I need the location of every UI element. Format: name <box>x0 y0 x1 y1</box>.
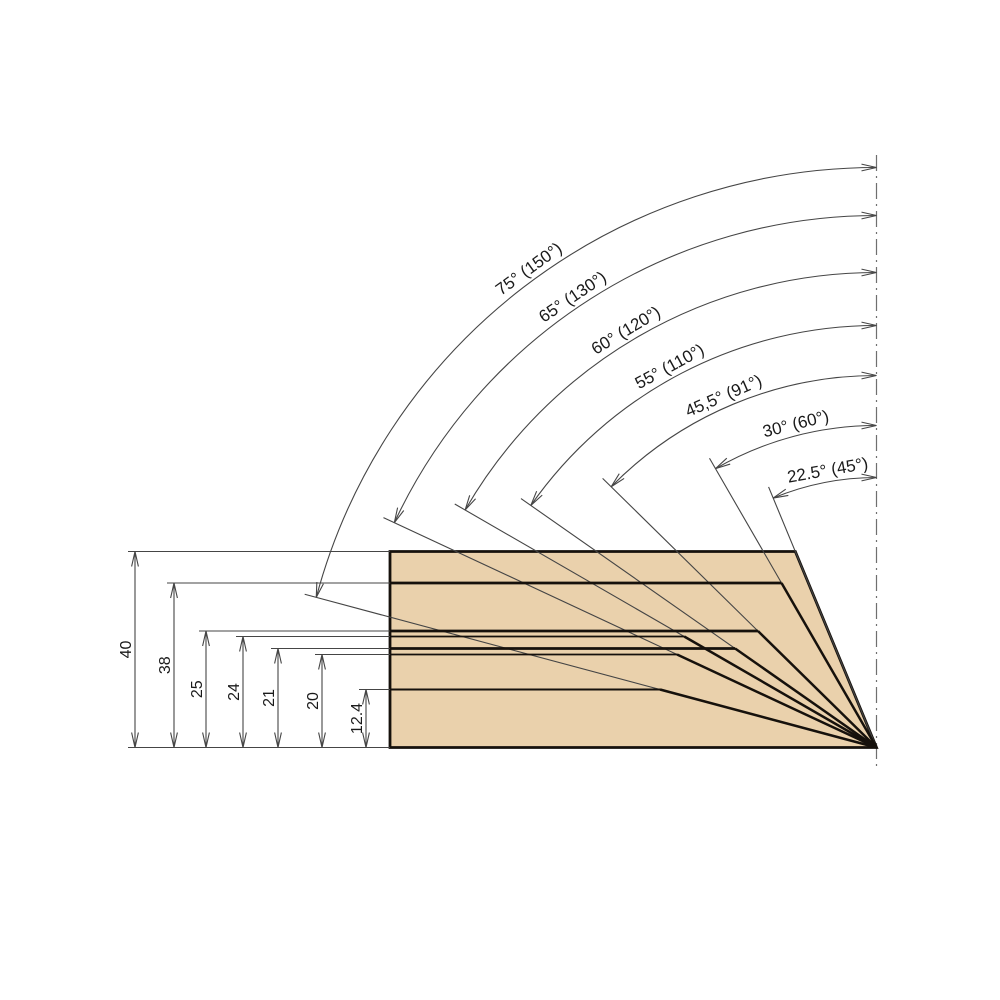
cut-line <box>676 653 878 749</box>
dimension-arrow-down <box>274 732 282 748</box>
dimension-arrow-down <box>170 732 178 748</box>
arc-arrow-left <box>530 491 543 506</box>
dimension-arrow-down <box>362 732 370 748</box>
arc-arrow-left <box>315 581 324 598</box>
arc-arrow-right <box>861 211 877 220</box>
bevel-angle-label: 75° (150°) <box>492 239 565 300</box>
bevel-angle-label: 45,5° (91°) <box>682 371 764 421</box>
depth-dimension-label: 12.4 <box>349 703 366 734</box>
bevel-angle-label: 60° (120°) <box>588 303 664 359</box>
angle-arc <box>393 214 877 523</box>
arc-arrow-left <box>393 507 405 524</box>
angle-arc <box>315 166 877 598</box>
arc-arrow-right <box>861 321 877 330</box>
arc-arrow-right <box>861 421 877 430</box>
angle-arc <box>715 424 877 470</box>
cut-line <box>734 647 878 749</box>
arc-arrow-left <box>715 457 731 470</box>
arc-arrow-right <box>861 268 877 277</box>
dimension-arrow-down <box>202 732 210 748</box>
angle-arc <box>464 271 877 511</box>
arc-arrow-right <box>861 371 877 380</box>
bevel-angle-label: 65° (130°) <box>535 268 609 327</box>
arc-arrow-right <box>861 473 877 482</box>
depth-dimension-label: 24 <box>226 683 243 701</box>
angle-arc <box>610 374 877 488</box>
depth-dimension-label: 20 <box>305 692 322 710</box>
dimension-arrow-up <box>318 654 326 670</box>
depth-dimension-label: 25 <box>189 680 206 698</box>
dimension-arrow-up <box>170 582 178 599</box>
bevel-extension-line <box>768 486 878 748</box>
cut-line <box>780 582 878 749</box>
dimension-arrow-down <box>318 732 326 748</box>
dimension-arrow-down <box>239 732 247 748</box>
dimension-arrow-up <box>202 630 210 647</box>
dimension-arrow-up <box>274 648 282 664</box>
dimension-arrow-down <box>131 732 139 748</box>
arc-arrow-right <box>861 163 877 172</box>
dimension-arrow-up <box>362 689 370 705</box>
angle-arc <box>530 324 877 506</box>
depth-dimension-label: 40 <box>118 641 135 659</box>
arc-arrow-left <box>610 473 625 488</box>
angle-arc <box>772 476 877 499</box>
dimension-arrow-up <box>239 636 247 652</box>
depth-dimension-label: 38 <box>157 656 174 674</box>
cut-line <box>757 630 878 749</box>
arc-arrow-left <box>772 488 789 499</box>
arc-arrow-left <box>464 495 476 511</box>
cut-line <box>683 635 878 749</box>
cut-line <box>659 688 877 749</box>
dimension-arrow-up <box>131 551 139 567</box>
depth-dimension-label: 21 <box>261 689 278 707</box>
